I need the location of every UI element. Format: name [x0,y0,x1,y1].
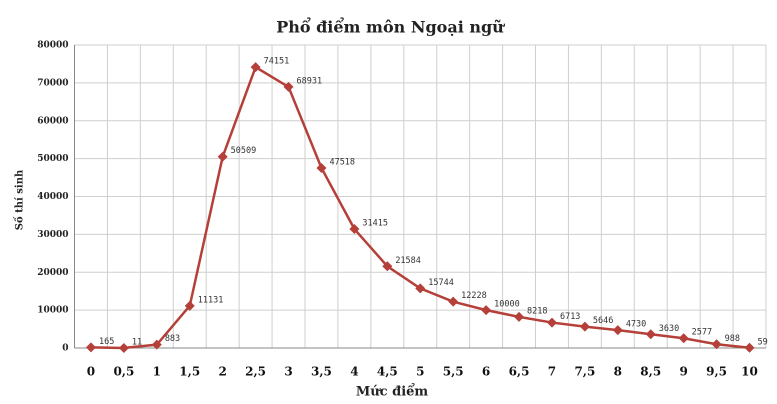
data-label: 68931 [297,76,323,86]
marker [579,321,590,332]
y-tick-label: 40000 [37,192,68,202]
x-tick-label: 1 [153,365,161,379]
x-tick-label: 3 [284,365,292,379]
x-tick-label: 3,5 [311,365,332,379]
y-tick-label: 80000 [37,41,68,51]
y-tick-label: 60000 [37,116,68,126]
marker [546,317,557,328]
marker [481,305,492,316]
marker [250,62,261,73]
x-tick-label: 2,5 [245,365,266,379]
y-tick-label: 0 [62,344,68,354]
x-tick-label: 5 [416,365,424,379]
data-label: 988 [725,334,740,344]
data-label: 5646 [593,316,613,326]
data-label: 50509 [231,146,257,156]
data-label: 8218 [527,306,547,316]
marker [85,342,96,353]
marker [217,151,228,162]
x-tick-label: 9 [679,365,687,379]
chart-title: Phổ điểm môn Ngoại ngữ [276,16,505,37]
data-label: 31415 [362,219,388,229]
x-tick-label: 4 [350,365,358,379]
x-tick-label: 0 [87,365,95,379]
marker [448,296,459,307]
data-label: 74151 [264,57,290,67]
x-tick-label: 9,5 [706,365,727,379]
x-tick-label: 6 [482,365,490,379]
data-label: 11 [132,337,142,347]
marker [316,163,327,174]
marker [678,333,689,344]
x-tick-label: 2 [218,365,226,379]
marker [283,81,294,92]
data-label: 12228 [461,291,487,301]
marker [514,311,525,322]
x-tick-label: 0,5 [113,365,134,379]
x-tick-label: 10 [741,365,758,379]
marker [382,261,393,272]
x-tick-label: 8 [614,365,622,379]
x-tick-label: 8,5 [640,365,661,379]
marker [612,325,623,336]
data-label: 59 [758,337,768,347]
data-label: 3630 [659,324,679,334]
data-label: 15744 [428,278,454,288]
marker [151,339,162,350]
marker [118,342,129,353]
y-tick-label: 50000 [37,154,68,164]
data-label: 6713 [560,312,580,322]
data-label: 10000 [494,300,520,310]
data-label: 47518 [329,158,355,168]
x-tick-label: 6,5 [509,365,530,379]
x-tick-label: 1,5 [179,365,200,379]
y-tick-label: 70000 [37,78,68,88]
data-label: 883 [165,334,180,344]
marker [711,339,722,350]
data-label: 165 [99,337,114,347]
x-axis-label: Mức điểm [356,384,429,400]
marker [645,329,656,340]
y-tick-label: 20000 [37,268,68,278]
y-tick-label: 30000 [37,230,68,240]
marker [349,224,360,235]
y-axis-label: Số thí sinh [14,169,26,230]
data-label: 21584 [395,256,421,266]
marker [415,283,426,294]
data-label: 11131 [198,295,224,305]
x-tick-label: 4,5 [377,365,398,379]
marker [184,300,195,311]
x-tick-label: 5,5 [443,365,464,379]
x-tick-label: 7 [548,365,556,379]
data-label: 2577 [692,328,712,338]
y-tick-label: 10000 [37,306,68,316]
x-tick-label: 7,5 [574,365,595,379]
data-label: 4730 [626,320,646,330]
marker [744,342,755,353]
